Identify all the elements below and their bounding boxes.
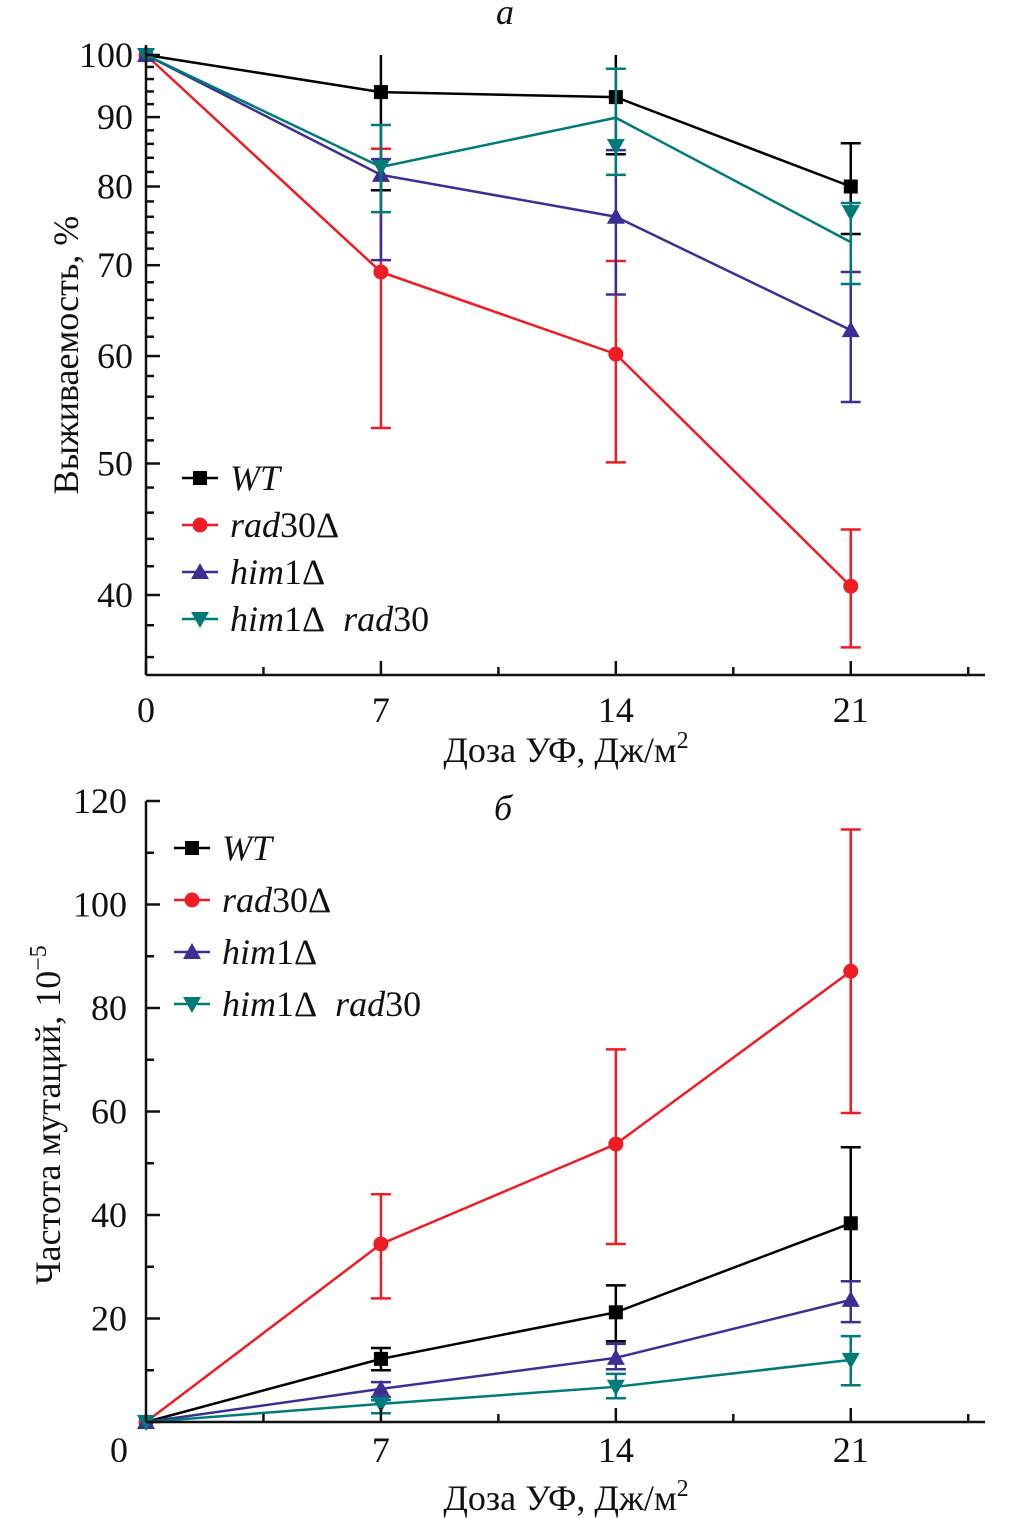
legend-item-rad30: rad30Δ <box>182 505 339 545</box>
series-line-him1rad30 <box>145 1358 851 1424</box>
series-him1 <box>137 1279 861 1429</box>
legend-marker-him1rad30 <box>183 997 201 1013</box>
x-tick-label: 21 <box>833 1430 869 1470</box>
legend-item-him1: him1Δ <box>174 932 317 972</box>
data-point-him1 <box>371 1379 390 1396</box>
legend-item-him1rad30: him1Δ rad30 <box>174 984 421 1024</box>
legend-item-rad30: rad30Δ <box>174 880 331 920</box>
y-tick-label: 40 <box>91 1195 127 1235</box>
series-line-him1rad30 <box>145 53 852 244</box>
data-point-him1rad30 <box>606 138 625 155</box>
x-tick-label: 14 <box>598 1430 634 1470</box>
data-point-him1 <box>841 1290 860 1307</box>
x-tick-label: 7 <box>372 690 390 730</box>
legend-marker-WT <box>185 841 199 855</box>
series-him1 <box>137 46 861 404</box>
legend-label: him1Δ rad30 <box>230 599 429 639</box>
data-point-WT <box>843 179 858 194</box>
legend-label: WT <box>222 828 275 868</box>
y-tick-label: 80 <box>91 988 127 1028</box>
legend-a: WT rad30Δ him1Δ him1Δ rad30 <box>182 458 429 639</box>
series-WT <box>139 1145 861 1429</box>
legend-marker-rad30 <box>184 892 200 908</box>
y-tick-label: 0 <box>110 1430 128 1470</box>
data-point-rad30 <box>608 346 624 362</box>
y-axis-title-a: Выживаемость, % <box>46 216 86 495</box>
data-point-WT <box>373 1351 388 1366</box>
x-tick-label: 14 <box>598 690 634 730</box>
data-point-him1 <box>841 321 860 338</box>
legend-label: rad30Δ <box>222 880 331 920</box>
y-tick-label: 60 <box>91 1092 127 1132</box>
y-tick-label: 100 <box>73 885 127 925</box>
series-line-rad30 <box>145 970 852 1423</box>
series-line-him1 <box>145 1298 852 1424</box>
y-tick-label: 90 <box>97 97 133 137</box>
x-tick-label: 21 <box>833 690 869 730</box>
y-tick-label: 50 <box>97 443 133 483</box>
legend-marker-WT <box>193 471 207 485</box>
chart-b: б 7 14 21 0 20 40 60 80 100 120 Доза УФ, Дж/м2 Ча… <box>26 781 985 1518</box>
series-line-WT <box>145 53 852 188</box>
series-him1rad30 <box>137 48 861 286</box>
y-tick-label: 70 <box>97 245 133 285</box>
panel-label-b: б <box>494 788 514 828</box>
data-point-him1 <box>606 207 625 224</box>
legend-item-WT: WT <box>174 828 275 868</box>
data-point-WT <box>608 1305 623 1320</box>
legend-marker-rad30 <box>192 517 208 533</box>
y-tick-label: 80 <box>97 167 133 207</box>
series-him1rad30 <box>137 1334 861 1431</box>
legend-item-him1: him1Δ <box>182 552 325 592</box>
legend-b: WT rad30Δ him1Δ him1Δ rad30 <box>174 828 421 1024</box>
y-tick-label: 100 <box>79 35 133 75</box>
series-line-rad30 <box>145 54 852 588</box>
data-point-rad30 <box>843 963 859 979</box>
data-point-rad30 <box>843 578 859 594</box>
legend-label: him1Δ <box>230 552 325 592</box>
data-point-rad30 <box>373 1236 389 1252</box>
data-point-WT <box>843 1216 858 1231</box>
legend-label: WT <box>230 458 283 498</box>
y-axis-title-b: Частота мутаций, 10−5 <box>26 945 68 1285</box>
series-line-him1 <box>145 53 852 332</box>
data-point-him1rad30 <box>841 1352 860 1369</box>
data-point-rad30 <box>373 264 389 280</box>
series-line-WT <box>145 1222 852 1424</box>
y-tick-label: 60 <box>97 336 133 376</box>
y-tick-label: 120 <box>73 781 127 821</box>
legend-marker-him1 <box>191 563 209 579</box>
data-point-him1 <box>606 1348 625 1365</box>
legend-item-him1rad30: him1Δ rad30 <box>182 599 429 639</box>
data-point-WT <box>373 85 388 100</box>
legend-label: him1Δ rad30 <box>222 984 421 1024</box>
legend-label: him1Δ <box>222 932 317 972</box>
data-point-rad30 <box>608 1136 624 1152</box>
y-tick-label: 20 <box>91 1299 127 1339</box>
x-axis-title-b: Доза УФ, Дж/м2 <box>443 1476 688 1518</box>
x-tick-label: 7 <box>372 1430 390 1470</box>
legend-label: rad30Δ <box>230 505 339 545</box>
chart-a: а 0 7 14 21 40 50 60 70 80 90 100 Доза УФ, Дж/м2 В… <box>46 0 985 770</box>
legend-marker-him1 <box>183 943 201 959</box>
data-point-him1rad30 <box>841 205 860 222</box>
data-point-him1rad30 <box>371 1396 390 1413</box>
legend-item-WT: WT <box>182 458 283 498</box>
panel-label-a: а <box>496 0 514 32</box>
y-tick-label: 40 <box>97 575 133 615</box>
data-point-him1rad30 <box>371 159 390 176</box>
x-tick-label: 0 <box>137 690 155 730</box>
x-axis-title-a: Доза УФ, Дж/м2 <box>443 728 688 770</box>
legend-marker-him1rad30 <box>191 612 209 628</box>
data-point-him1rad30 <box>606 1379 625 1396</box>
